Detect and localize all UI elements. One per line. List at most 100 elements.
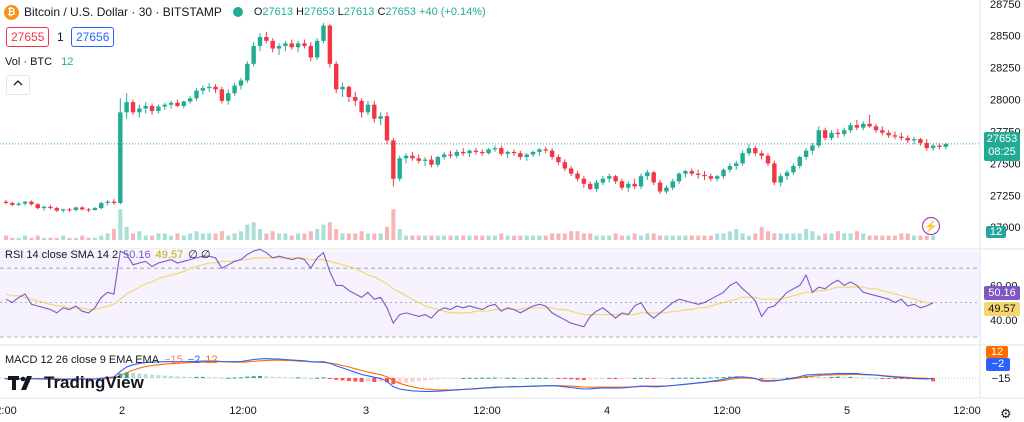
volume-bar: [918, 235, 923, 240]
macd-hist-bar: [696, 377, 701, 379]
candle-body: [835, 132, 841, 135]
candle-body: [937, 145, 942, 147]
macd-hist-bar: [823, 376, 828, 378]
macd-hist-bar: [327, 378, 332, 379]
symbol-legend: ₿ Bitcoin / U.S. Dollar · 30 · BITSTAMP …: [4, 3, 486, 21]
volume-bar: [556, 233, 561, 240]
candle-body: [753, 148, 758, 154]
macd-hist-bar: [639, 377, 643, 379]
sell-button[interactable]: 27655: [6, 27, 50, 47]
candle-body: [842, 130, 847, 135]
gear-icon[interactable]: ⚙: [1000, 406, 1012, 421]
macd-hist-bar: [810, 376, 815, 378]
macd-hist-bar: [658, 378, 663, 379]
candle-body: [886, 132, 891, 136]
macd-hist-bar: [124, 372, 129, 378]
volume-bar: [778, 233, 783, 240]
macd-hist-bar: [296, 377, 301, 379]
macd-badge: −2: [986, 358, 1010, 371]
macd-hist-bar: [200, 376, 205, 378]
rsi-band: [0, 251, 980, 337]
lightning-icon[interactable]: ⚡: [922, 217, 940, 235]
volume-bar: [251, 222, 256, 240]
candle-body: [899, 136, 904, 138]
macd-hist-bar: [569, 378, 574, 380]
candle-body: [905, 137, 910, 141]
volume-bar: [327, 222, 332, 240]
candle-body: [111, 201, 117, 203]
candle-body: [3, 201, 9, 203]
candle-body: [854, 125, 860, 128]
volume-bar: [689, 235, 694, 240]
candle-body: [378, 116, 383, 119]
candle-body: [575, 173, 580, 179]
macd-hist-bar: [213, 377, 218, 379]
volume-bar: [118, 209, 123, 240]
macd-line: [6, 358, 934, 392]
candle-body: [676, 173, 682, 182]
macd-hist-bar: [759, 378, 764, 380]
candle-body: [594, 182, 599, 189]
candle-body: [861, 123, 866, 128]
volume-bar: [200, 233, 205, 240]
candle-body: [124, 102, 129, 113]
chevron-up-icon: [13, 80, 23, 86]
macd-legend[interactable]: MACD 12 26 close 9 EMA EMA −15 −2 12: [5, 354, 218, 366]
candle-body: [334, 63, 339, 90]
macd-hist-bar: [251, 376, 256, 378]
rsi-tick-label: 40.00: [990, 315, 1018, 327]
macd-hist-bar: [835, 376, 840, 378]
rsi-legend[interactable]: RSI 14 close SMA 14 2 50.16 49.57 ∅ ∅: [5, 248, 211, 262]
candle-body: [16, 203, 21, 205]
candle-body: [162, 104, 167, 107]
signal-value: 12: [205, 354, 218, 366]
macd-hist-bar: [512, 377, 516, 379]
volume-bar: [410, 235, 415, 240]
volume-legend[interactable]: Vol · BTC 12: [5, 56, 74, 68]
price-change: +40 (+0.14%): [419, 6, 486, 18]
volume-bar: [931, 235, 936, 240]
candle-body: [715, 176, 720, 179]
candle-body: [410, 155, 415, 159]
candle-body: [467, 150, 472, 154]
macd-hist-bar: [619, 378, 624, 379]
macd-hist-bar: [67, 378, 72, 379]
volume-bar: [283, 233, 288, 240]
macd-hist-bar: [867, 377, 872, 379]
time-tick-label: 5: [844, 405, 850, 417]
macd-hist-bar: [181, 376, 186, 378]
candle-body: [397, 158, 402, 179]
volume-bar: [346, 233, 351, 240]
candle-body: [784, 172, 790, 177]
candle-body: [607, 176, 612, 179]
candle-body: [422, 159, 428, 161]
symbol-title[interactable]: Bitcoin / U.S. Dollar · 30 · BITSTAMP: [24, 5, 222, 19]
volume-bar: [277, 233, 282, 240]
volume-bar: [35, 235, 40, 240]
macd-hist-bar: [588, 378, 593, 380]
candle-body: [664, 187, 669, 192]
price-pane: [0, 0, 980, 240]
candle-body: [137, 108, 142, 113]
volume-bar: [518, 235, 523, 240]
volume-bar: [289, 235, 294, 240]
candle-body: [702, 174, 707, 177]
buy-button[interactable]: 27656: [71, 27, 115, 47]
rsi-badge: 50.16: [984, 286, 1020, 300]
time-tick-label: 12:00: [713, 405, 741, 417]
volume-bar: [848, 233, 853, 240]
volume-bar: [61, 235, 66, 240]
macd-hist-bar: [664, 378, 669, 379]
candle-body: [187, 98, 193, 102]
candle-body: [448, 154, 453, 156]
tradingview-logo[interactable]: TradingView: [8, 373, 144, 393]
time-tick-label: 4: [604, 405, 610, 417]
macd-hist-bar: [385, 378, 389, 383]
macd-hist-bar: [829, 376, 834, 378]
macd-hist-bar: [715, 377, 720, 379]
volume-bar: [378, 233, 383, 240]
collapse-legend-button[interactable]: [6, 75, 30, 95]
candle-body: [302, 43, 307, 46]
macd-hist-bar: [670, 378, 675, 379]
